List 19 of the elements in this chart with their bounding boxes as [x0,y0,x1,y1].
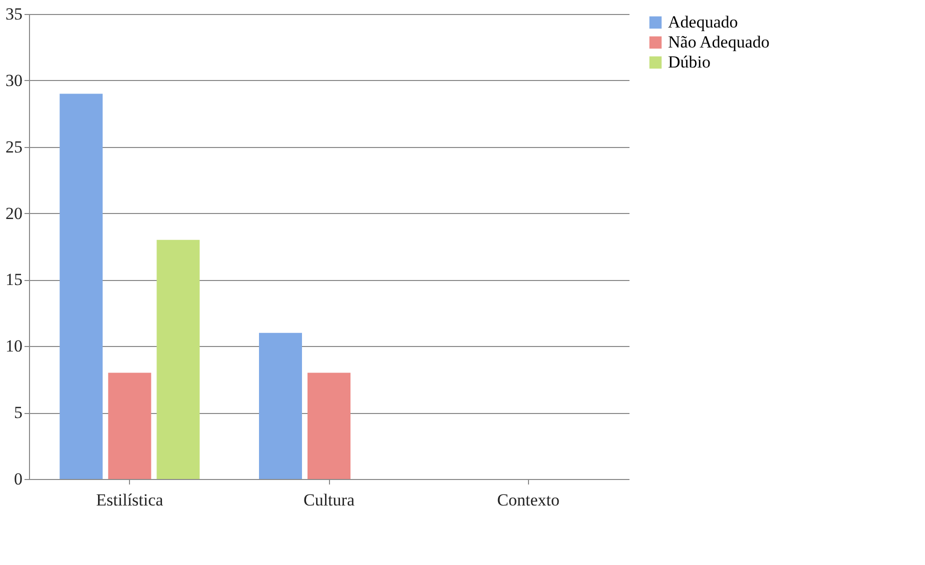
y-tick-label: 5 [14,403,22,422]
legend-label: Não Adequado [668,32,770,52]
x-tick-label: Contexto [497,490,560,510]
bar [60,94,103,479]
bar [308,372,350,479]
bar [108,372,152,479]
x-tick-label: Estilística [96,490,164,510]
y-tick-label: 10 [6,336,22,356]
y-tick-label: 25 [6,137,22,156]
bar [258,332,302,479]
y-tick-label: 35 [6,4,22,24]
bar [156,240,200,479]
y-tick-label: 15 [6,270,22,290]
legend-label: Dúbio [668,52,710,72]
y-tick-label: 30 [6,70,22,90]
x-tick-label: Cultura [304,490,355,510]
y-tick-label: 20 [6,204,22,223]
y-tick-label: 0 [14,470,22,488]
legend-label: Adequado [668,12,738,32]
